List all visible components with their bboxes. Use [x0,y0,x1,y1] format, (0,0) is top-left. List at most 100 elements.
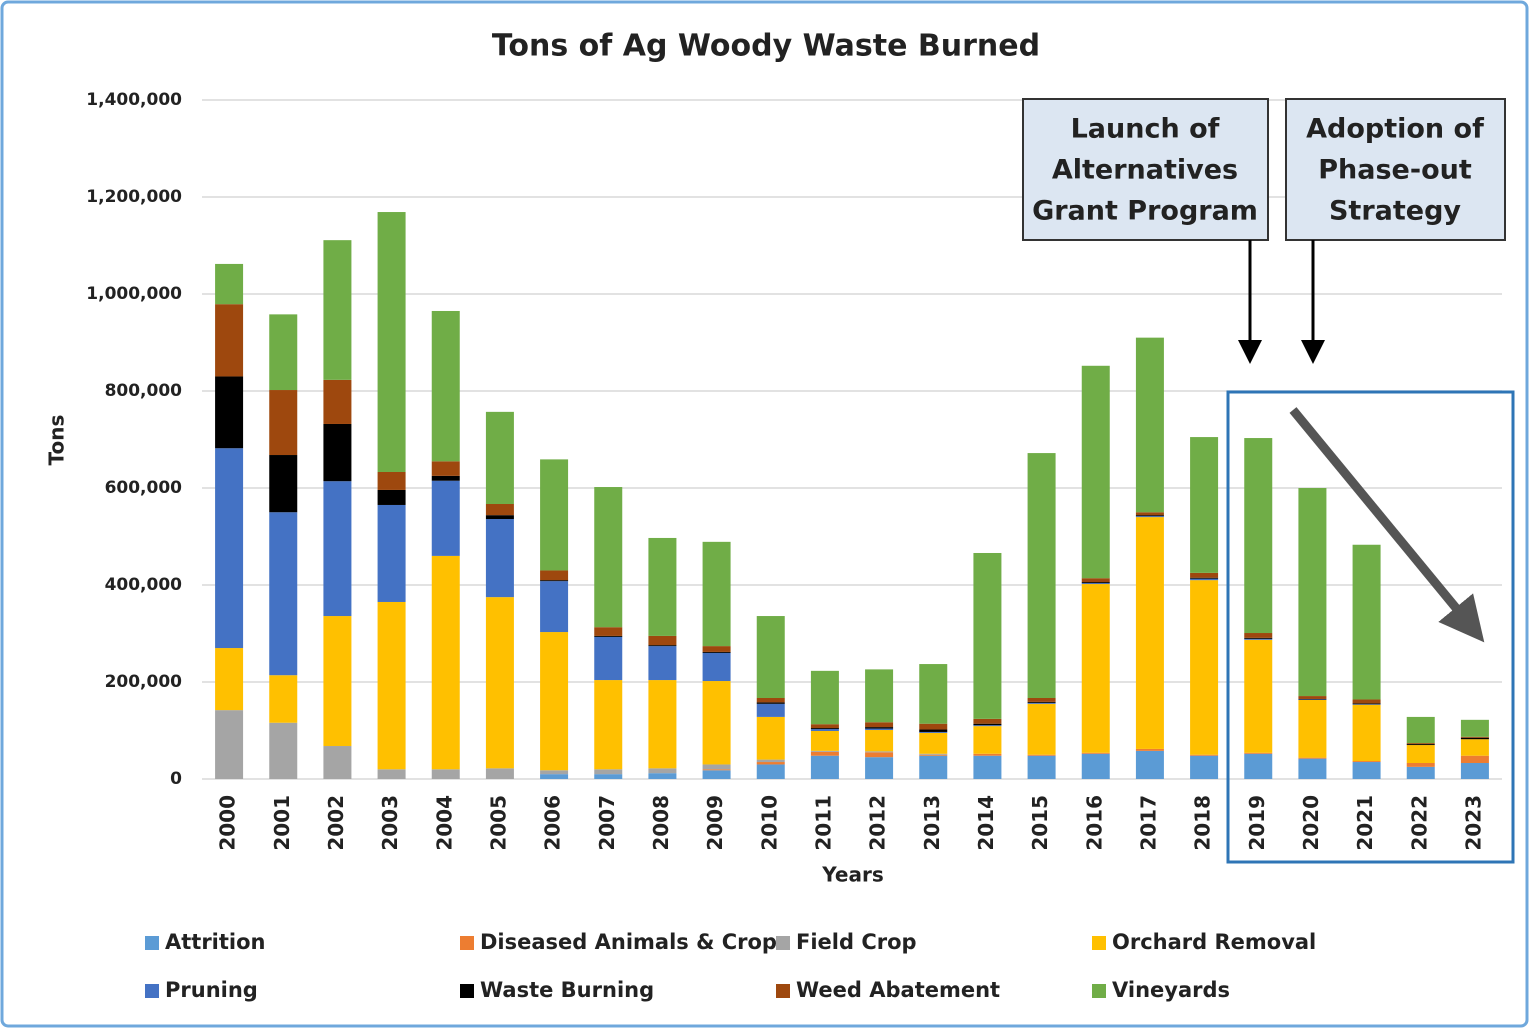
x-tick-label: 2014 [974,795,998,851]
bar-segment [756,762,785,765]
bar-segment [919,754,948,756]
bar-segment [702,764,731,770]
x-tick-label: 2009 [703,795,727,851]
legend-swatch [1092,984,1106,998]
plot: 0 200,000 400,000 600,000 800,000 1,000,000 1,… [86,90,1502,851]
x-tick-label: 2021 [1353,795,1377,851]
bar-segment [377,212,406,472]
bar-segment [1244,633,1273,638]
legend-swatch [776,936,790,950]
bar-segment [756,764,785,779]
bar-segment [1027,701,1056,703]
legend-label: Orchard Removal [1112,930,1316,954]
bar-segment [648,645,677,647]
bar-segment [1027,754,1056,756]
x-tick-label: 2006 [541,795,565,851]
bar-segment [1081,578,1110,583]
legend-swatch [776,984,790,998]
bar-segment [269,512,298,676]
bar-segment [485,597,514,769]
y-tick-label: 1,400,000 [86,90,182,110]
bar-segment [540,570,569,581]
bar-segment [1460,762,1489,779]
y-tick-label: 1,000,000 [86,284,182,304]
bar-segment [1298,699,1327,758]
bar-segment [648,537,677,636]
y-tick-label: 0 [170,769,182,789]
x-tick-label: 2022 [1407,795,1431,851]
bar-segment [594,774,623,779]
legend-label: Weed Abatement [796,978,1000,1002]
bar-segment [702,646,731,652]
bar-segment [1135,750,1164,779]
bar-segment [1027,755,1056,779]
x-tick-label: 2011 [811,795,835,851]
bar-segment [865,669,894,723]
bar-segment [756,616,785,699]
bar-segment [702,769,731,771]
bar-segment [1244,753,1273,779]
bar-segment [431,480,460,556]
bar-segment [919,731,948,733]
bar-segment [973,726,1002,754]
bar-segment [485,411,514,505]
bar-segment [1298,758,1327,779]
bar-segment [810,729,839,731]
bar-segment [540,774,569,779]
bar-segment [810,730,839,751]
bar-segment [323,379,352,424]
bar-segment [702,541,731,647]
y-tick-label: 800,000 [105,381,183,401]
bar-segment [973,725,1002,727]
bar-segment [431,310,460,462]
bar-segment [323,423,352,482]
bar-segment [1244,752,1273,754]
bar-segment [1027,698,1056,702]
annotation-text: Phase-out [1318,155,1472,186]
x-tick-label: 2001 [270,795,294,851]
bar-segment [865,752,894,758]
bar-segment [215,648,244,711]
bar-segment [1406,745,1435,763]
bar-segment [485,519,514,598]
bar-segment [594,635,623,637]
bar-segment [1406,744,1435,746]
annotation-text: Strategy [1329,196,1461,227]
bar-segment [485,515,514,520]
bar-segment [1081,584,1110,753]
bar-segment [1406,743,1435,745]
bar-segment [485,504,514,516]
bar-segment [215,376,244,449]
bar-segment [1190,437,1219,573]
bar-segment [1190,577,1219,579]
x-tick-label: 2018 [1191,795,1215,851]
bar-segment [919,732,948,754]
x-tick-label: 2003 [378,795,402,851]
bar-segment [865,727,894,729]
bar-segment [215,263,244,305]
y-tick-label: 400,000 [105,575,183,595]
bar-segment [1244,638,1273,640]
bar-segment [648,773,677,779]
bar-segment [1081,365,1110,579]
legend-label: Waste Burning [480,978,654,1002]
bar-segment [269,722,298,779]
bar-segment [810,670,839,725]
legend-label: Vineyards [1112,978,1230,1002]
bar-segment [1460,719,1489,737]
bar-segment [215,448,244,649]
x-tick-label: 2010 [757,795,781,851]
bar-segment [865,722,894,728]
bar-segment [1244,639,1273,753]
legend-label: Attrition [165,930,266,954]
bar-segment [485,768,514,779]
bar-segment [1027,703,1056,755]
bar-segment [865,728,894,731]
annotation-text: Launch of [1071,114,1220,145]
bar-segment [377,489,406,505]
bar-segment [756,716,785,760]
legend-label: Field Crop [796,930,917,954]
bar-segment [1244,438,1273,634]
legend-swatch [1092,936,1106,950]
bar-segment [919,753,948,755]
